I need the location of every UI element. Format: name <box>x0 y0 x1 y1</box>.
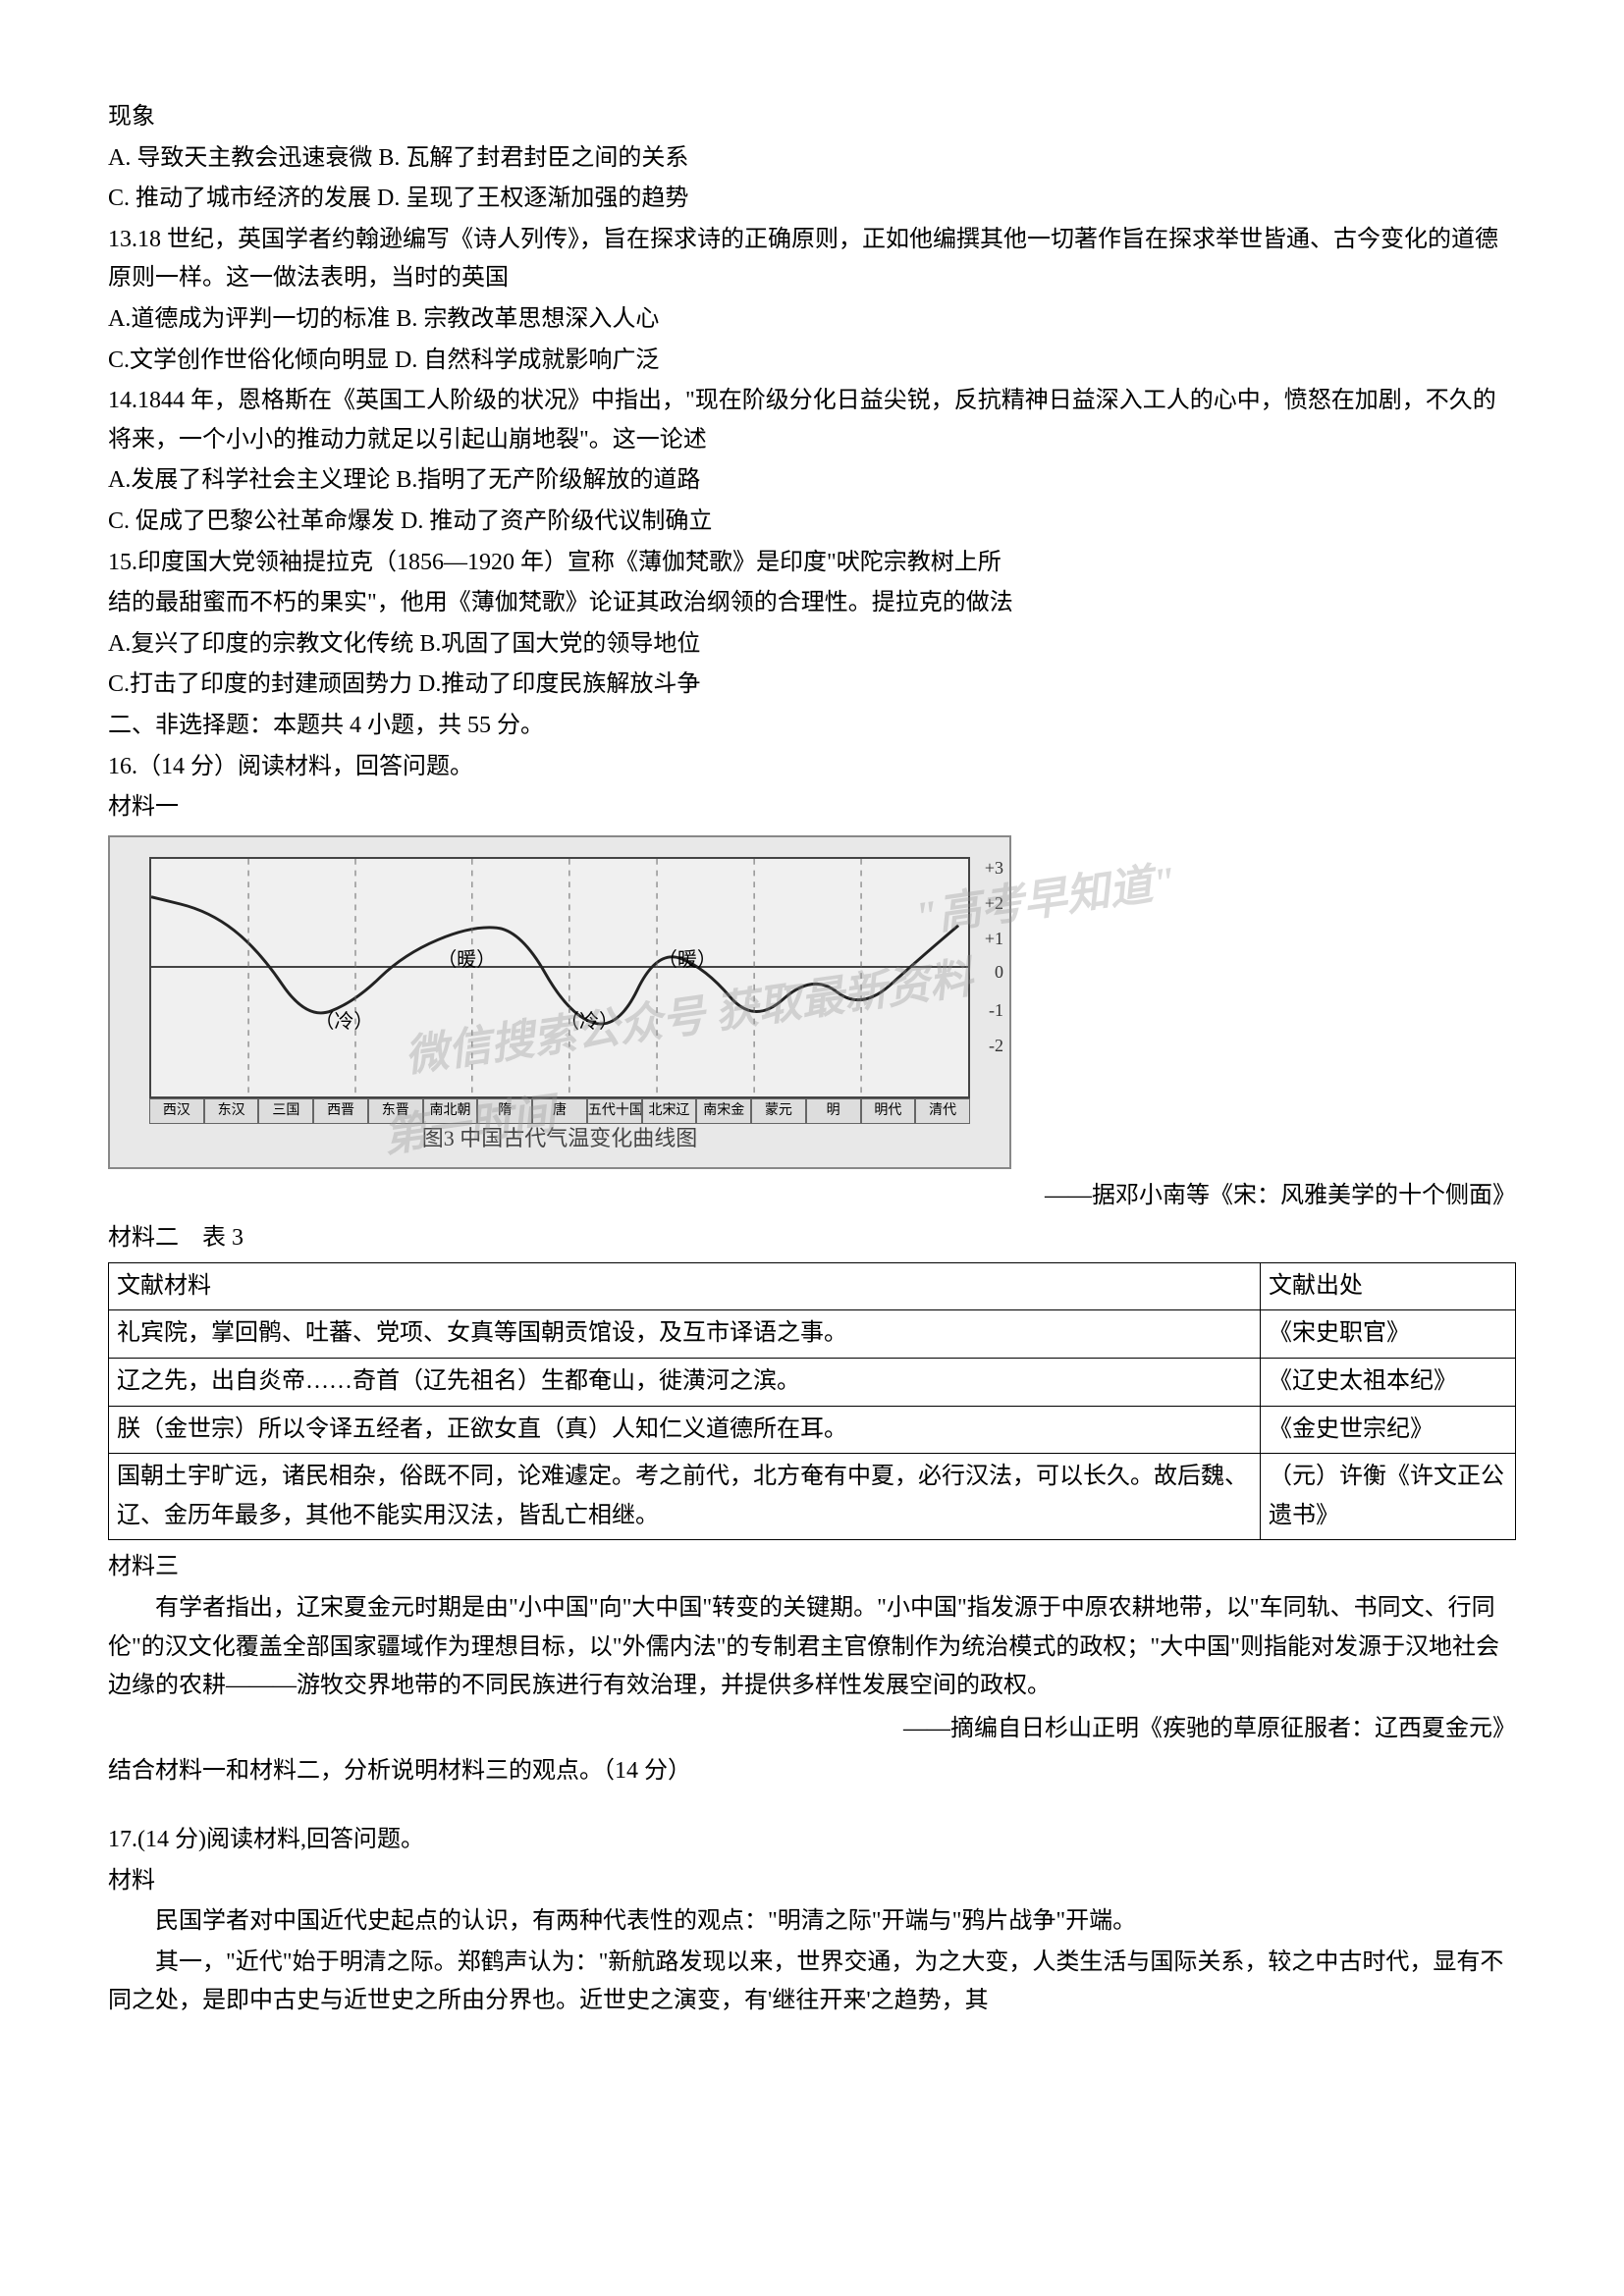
text-line: 现象 <box>108 98 1516 137</box>
dynasty-cell: 蒙元 <box>751 1098 806 1124</box>
option-line: A.道德成为评判一切的标准 B. 宗教改革思想深入人心 <box>108 300 1516 340</box>
dynasty-cell: 隋 <box>477 1098 532 1124</box>
y-label: +2 <box>985 889 1003 919</box>
chart-caption: 图3 中国古代气温变化曲线图 <box>110 1121 1009 1156</box>
table-row: 文献材料 文献出处 <box>109 1262 1516 1310</box>
question-15-line2: 结的最甜蜜而不朽的果实"，他用《薄伽梵歌》论证其政治纲领的合理性。提拉克的做法 <box>108 584 1516 623</box>
y-label: +3 <box>985 854 1003 883</box>
q17-para-1: 民国学者对中国近代史起点的认识，有两种代表性的观点："明清之际"开端与"鸦片战争… <box>108 1902 1516 1942</box>
table-row: 礼宾院，掌回鹘、吐蕃、党项、女真等国朝贡馆设，及互市译语之事。 《宋史职官》 <box>109 1310 1516 1359</box>
source-citation-2: ——摘编自日杉山正明《疾驰的草原征服者：辽西夏金元》 <box>108 1710 1516 1749</box>
dynasty-cell: 南北朝 <box>423 1098 478 1124</box>
material-label: 材料 <box>108 1862 1516 1901</box>
dynasty-cell: 南宋金 <box>696 1098 751 1124</box>
table-row: 国朝土宇旷远，诸民相杂，俗既不同，论难遽定。考之前代，北方奄有中夏，必行汉法，可… <box>109 1454 1516 1540</box>
table-row: 辽之先，出自炎帝……奇首（辽先祖名）生都奄山，徙潢河之滨。 《辽史太祖本纪》 <box>109 1359 1516 1407</box>
y-label: 0 <box>995 958 1003 988</box>
table-cell: 朕（金世宗）所以令译五经者，正欲女直（真）人知仁义道德所在耳。 <box>109 1406 1261 1454</box>
chart-curve <box>151 859 968 1096</box>
table-cell: 辽之先，出自炎帝……奇首（辽先祖名）生都奄山，徙潢河之滨。 <box>109 1359 1261 1407</box>
dynasty-cell: 西晋 <box>313 1098 368 1124</box>
table-cell: （元）许衡《许文正公遗书》 <box>1261 1454 1516 1540</box>
temperature-chart: +3 +2 +1 0 -1 -2 （暖） （暖） （冷） （冷） 西汉 东汉 三… <box>108 835 1011 1169</box>
question-14: 14.1844 年，恩格斯在《英国工人阶级的状况》中指出，"现在阶级分化日益尖锐… <box>108 382 1516 459</box>
option-line: C. 推动了城市经济的发展 D. 呈现了王权逐渐加强的趋势 <box>108 180 1516 219</box>
table-cell: 《辽史太祖本纪》 <box>1261 1359 1516 1407</box>
y-label: +1 <box>985 925 1003 954</box>
option-line: A.复兴了印度的宗教文化传统 B.巩固了国大党的领导地位 <box>108 625 1516 665</box>
table-cell: 礼宾院，掌回鹘、吐蕃、党项、女真等国朝贡馆设，及互市译语之事。 <box>109 1310 1261 1359</box>
warm-label: （暖） <box>658 944 717 977</box>
source-citation-1: ——据邓小南等《宋：风雅美学的十个侧面》 <box>108 1177 1516 1216</box>
dynasty-cell: 三国 <box>258 1098 313 1124</box>
chart-plot-area: +3 +2 +1 0 -1 -2 （暖） （暖） （冷） （冷） <box>149 857 970 1098</box>
question-17-heading: 17.(14 分)阅读材料,回答问题。 <box>108 1821 1516 1860</box>
material-3-label: 材料三 <box>108 1548 1516 1587</box>
table-cell: 《宋史职官》 <box>1261 1310 1516 1359</box>
option-line: C. 促成了巴黎公社革命爆发 D. 推动了资产阶级代议制确立 <box>108 503 1516 542</box>
material-3-body: 有学者指出，辽宋夏金元时期是由"小中国"向"大中国"转变的关键期。"小中国"指发… <box>108 1589 1516 1706</box>
dynasty-cell: 明代 <box>861 1098 916 1124</box>
cold-label: （冷） <box>560 1006 619 1039</box>
option-line: A.发展了科学社会主义理论 B.指明了无产阶级解放的道路 <box>108 461 1516 501</box>
option-line: A. 导致天主教会迅速衰微 B. 瓦解了封君封臣之间的关系 <box>108 139 1516 179</box>
y-label: -2 <box>989 1032 1003 1061</box>
table-cell: 《金史世宗纪》 <box>1261 1406 1516 1454</box>
dynasty-cell: 五代十国 <box>587 1098 642 1124</box>
table-header-cell: 文献出处 <box>1261 1262 1516 1310</box>
warm-label: （暖） <box>437 944 496 977</box>
section-2-heading: 二、非选择题：本题共 4 小题，共 55 分。 <box>108 707 1516 746</box>
table-row: 朕（金世宗）所以令译五经者，正欲女直（真）人知仁义道德所在耳。 《金史世宗纪》 <box>109 1406 1516 1454</box>
dynasty-cell: 西汉 <box>149 1098 204 1124</box>
option-line: C.打击了印度的封建顽固势力 D.推动了印度民族解放斗争 <box>108 666 1516 705</box>
y-label: -1 <box>989 996 1003 1026</box>
dynasty-cell: 明 <box>806 1098 861 1124</box>
question-15-line1: 15.印度国大党领袖提拉克（1856—1920 年）宣称《薄伽梵歌》是印度"吠陀… <box>108 544 1516 583</box>
table-cell: 国朝土宇旷远，诸民相杂，俗既不同，论难遽定。考之前代，北方奄有中夏，必行汉法，可… <box>109 1454 1261 1540</box>
dynasty-axis: 西汉 东汉 三国 西晋 东晋 南北朝 隋 唐 五代十国 北宋辽 南宋金 蒙元 明… <box>149 1098 970 1124</box>
dynasty-cell: 唐 <box>532 1098 587 1124</box>
table-header-cell: 文献材料 <box>109 1262 1261 1310</box>
material-1-label: 材料一 <box>108 788 1516 828</box>
q16-task: 结合材料一和材料二，分析说明材料三的观点。（14 分） <box>108 1752 1516 1791</box>
cold-label: （冷） <box>314 1006 373 1039</box>
documents-table: 文献材料 文献出处 礼宾院，掌回鹘、吐蕃、党项、女真等国朝贡馆设，及互市译语之事… <box>108 1262 1516 1541</box>
dynasty-cell: 东晋 <box>368 1098 423 1124</box>
q17-para-2: 其一，"近代"始于明清之际。郑鹤声认为："新航路发现以来，世界交通，为之大变，人… <box>108 1944 1516 2021</box>
dynasty-cell: 北宋辽 <box>642 1098 697 1124</box>
material-2-label: 材料二 表 3 <box>108 1219 1516 1258</box>
option-line: C.文学创作世俗化倾向明显 D. 自然科学成就影响广泛 <box>108 342 1516 381</box>
dynasty-cell: 东汉 <box>204 1098 259 1124</box>
question-13: 13.18 世纪，英国学者约翰逊编写《诗人列传》，旨在探求诗的正确原则，正如他编… <box>108 221 1516 298</box>
question-16-heading: 16.（14 分）阅读材料，回答问题。 <box>108 748 1516 787</box>
dynasty-cell: 清代 <box>915 1098 970 1124</box>
